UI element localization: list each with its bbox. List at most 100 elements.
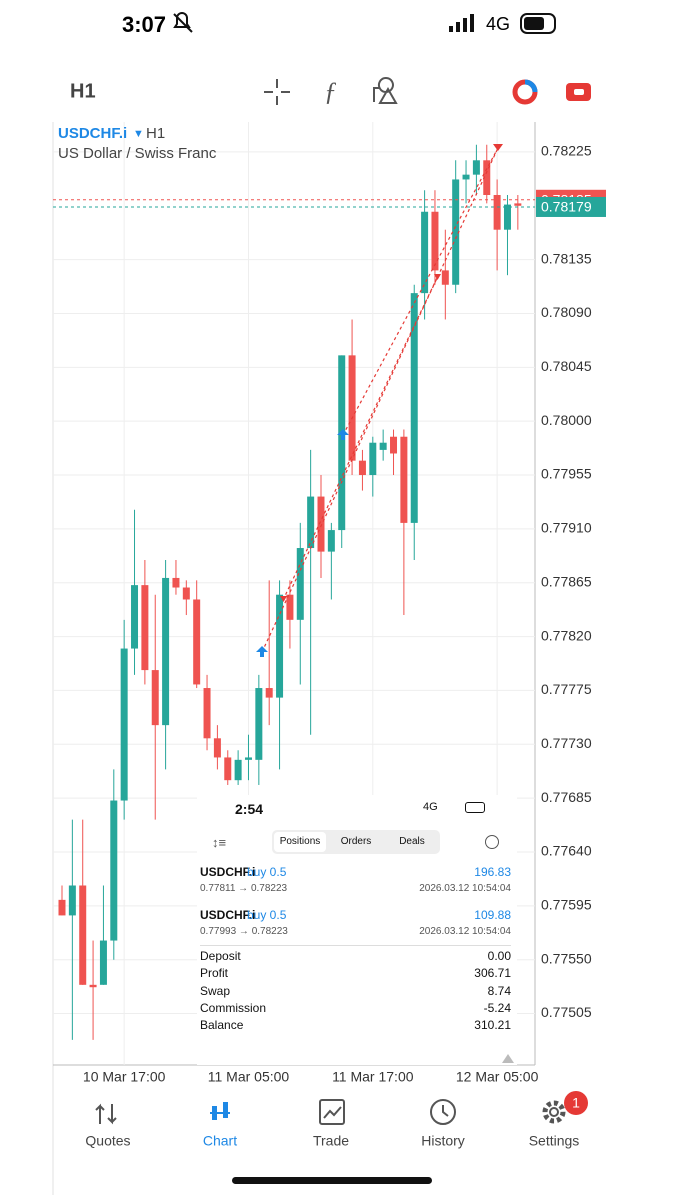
battery <box>520 13 556 34</box>
candle-body <box>483 160 491 195</box>
positions-overlay: 2:54 4G ↕≡ Positions Orders Deals USDCHF.i… <box>197 795 517 1065</box>
symbol-dropdown[interactable]: ▼ <box>133 128 144 140</box>
candle-body <box>338 355 346 531</box>
y-tick-label: 0.78045 <box>541 358 592 374</box>
x-tick-label: 11 Mar 05:00 <box>208 1069 290 1085</box>
chart-timeframe: H1 <box>146 125 165 142</box>
summary-label: Profit <box>200 966 229 981</box>
candle-body <box>89 984 97 988</box>
trade-line <box>261 147 499 653</box>
candle-body <box>193 599 201 685</box>
candle-body <box>99 940 107 985</box>
candle-body <box>400 436 408 523</box>
trade-markers <box>256 144 503 657</box>
candle-body <box>503 204 511 230</box>
y-tick-label: 0.77685 <box>541 789 592 805</box>
candle-body <box>110 800 118 941</box>
candle-body <box>68 885 76 916</box>
chart-icon <box>210 1102 230 1120</box>
candle-body <box>276 594 284 698</box>
y-tick-label: 0.77865 <box>541 573 592 589</box>
badge-count: 1 <box>572 1095 580 1111</box>
candle-body <box>172 577 180 588</box>
y-tick-label: 0.78225 <box>541 143 592 159</box>
y-tick-label: 0.78090 <box>541 304 592 320</box>
candle-body <box>410 293 418 523</box>
position-prices: 0.77993 → 0.78223 <box>200 926 288 937</box>
overlay-time: 2:54 <box>235 801 264 817</box>
y-tick-label: 0.77955 <box>541 466 592 482</box>
trade-icon-part <box>524 79 538 93</box>
position-time: 2026.03.12 10:54:04 <box>419 926 511 937</box>
nav-label: Chart <box>203 1133 237 1149</box>
position-row[interactable]: USDCHF.i buy 0.5 109.88 0.77993 → 0.78223 20… <box>200 908 511 944</box>
crosshair-icon[interactable] <box>264 79 290 105</box>
home-indicator <box>232 1177 432 1184</box>
candle-body <box>327 530 335 552</box>
bid-label: 0.78179 <box>541 199 592 215</box>
candle-body <box>493 194 501 230</box>
overlay-battery <box>465 802 485 813</box>
x-tick-label: 12 Mar 05:00 <box>456 1069 539 1085</box>
candle-body <box>431 211 439 271</box>
candle-body <box>286 594 294 620</box>
summary-row: Balance 310.21 <box>200 1018 511 1034</box>
buy-arrow <box>256 646 268 657</box>
summary-row: Swap 8.74 <box>200 984 511 1000</box>
candle-body <box>203 688 211 739</box>
position-row[interactable]: USDCHF.i buy 0.5 196.83 0.77811 → 0.78223 20… <box>200 865 511 901</box>
candle-body <box>120 648 128 801</box>
sort-icon[interactable]: ↕≡ <box>212 835 227 850</box>
candle-body <box>390 436 398 454</box>
position-side: buy 0.5 <box>247 865 287 879</box>
x-tick-label: 11 Mar 17:00 <box>332 1069 414 1085</box>
candle-body <box>151 670 159 726</box>
candle-body <box>348 355 356 461</box>
position-symbol: USDCHF.i <box>200 865 256 879</box>
summary-row: Commission -5.24 <box>200 1001 511 1017</box>
candle-body <box>162 577 170 726</box>
candle-body <box>421 211 429 294</box>
position-time: 2026.03.12 10:54:04 <box>419 883 511 894</box>
y-tick-label: 0.77640 <box>541 843 592 859</box>
position-prices: 0.77811 → 0.78223 <box>200 883 288 894</box>
candle-body <box>317 496 325 552</box>
position-profit: 109.88 <box>474 908 511 922</box>
candles <box>53 144 535 1040</box>
tab[interactable]: Deals <box>399 836 425 847</box>
nav-label: History <box>421 1133 465 1149</box>
summary-value: 0.00 <box>487 949 511 963</box>
nav-label: Settings <box>529 1133 580 1149</box>
tab[interactable]: Orders <box>340 836 372 847</box>
summary-value: 8.74 <box>487 983 511 998</box>
objects-icon[interactable] <box>373 77 398 104</box>
history-icon-part <box>442 1105 449 1117</box>
indicator-icon[interactable]: ƒ <box>324 77 337 106</box>
battery-level <box>524 17 544 30</box>
summary-label: Deposit <box>200 949 241 963</box>
status-time: 3:07 <box>122 12 166 37</box>
symbol[interactable]: USDCHF.i <box>58 125 127 142</box>
history-icon <box>430 1099 456 1125</box>
candle-body <box>234 759 242 781</box>
quotes-icon <box>95 1103 117 1125</box>
clock-icon[interactable] <box>485 835 499 849</box>
bottom-nav: 1 <box>95 1091 588 1125</box>
tab[interactable]: Positions <box>274 832 326 852</box>
nav-label: Trade <box>313 1133 349 1149</box>
trade-icon <box>319 1099 345 1125</box>
y-tick-label: 0.78000 <box>541 412 592 428</box>
candle-body <box>131 585 139 649</box>
candle-body <box>244 757 252 760</box>
settings-icon <box>542 1100 566 1124</box>
axis-labels: 0.78225 0.78135 0.78090 0.78045 0.78000 0.779… <box>83 143 606 1085</box>
trade-icon-part <box>323 1106 342 1119</box>
candle-body <box>472 160 480 175</box>
candle-body <box>141 585 149 671</box>
y-tick-label: 0.77505 <box>541 1004 592 1020</box>
candle-body <box>441 270 449 285</box>
summary-label: Commission <box>200 1000 267 1015</box>
y-tick-label: 0.77910 <box>541 520 592 536</box>
timeframe-button[interactable]: H1 <box>70 80 96 102</box>
candle-body <box>379 442 387 450</box>
